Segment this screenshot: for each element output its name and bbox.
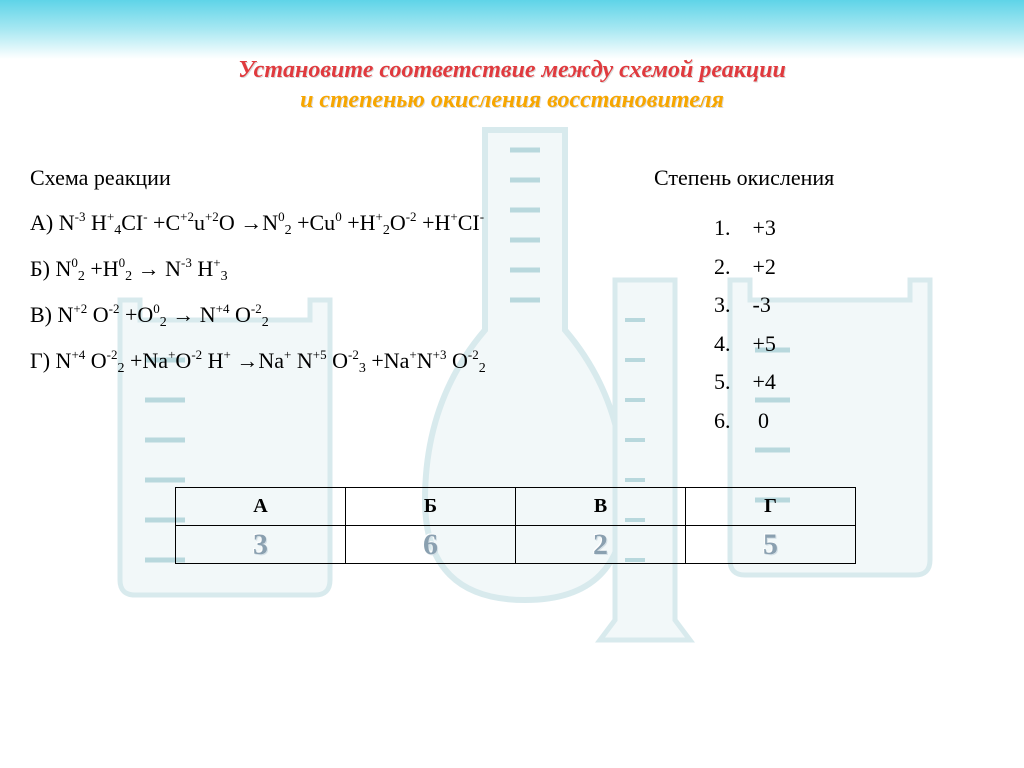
- reactions-column: Схема реакции А) N-3 H+4CI- +C+2u+2O →N0…: [30, 165, 590, 391]
- oxidation-column: Степень окисления 1. +3 2. +2 3. -3 4. +…: [654, 165, 934, 440]
- hdr-a: А: [176, 488, 346, 526]
- ox-option-1: 1. +3: [714, 209, 934, 248]
- ans-d: 5: [686, 526, 856, 564]
- reaction-d: Г) N+4 O-22 +Na+O-2 H+ →Na+ N+5 O-23 +Na…: [30, 347, 590, 377]
- oxidation-list: 1. +3 2. +2 3. -3 4. +5 5. +4 6. 0: [654, 209, 934, 440]
- left-heading: Схема реакции: [30, 165, 590, 191]
- title-line2: и степенью окисления восстановителя: [0, 85, 1024, 115]
- ox-option-2: 2. +2: [714, 248, 934, 287]
- hdr-c: В: [516, 488, 686, 526]
- hdr-d: Г: [686, 488, 856, 526]
- ox-option-4: 4. +5: [714, 325, 934, 364]
- reaction-a: А) N-3 H+4CI- +C+2u+2O →N02 +Cu0 +H+2O-2…: [30, 209, 590, 239]
- ox-option-6: 6. 0: [714, 402, 934, 441]
- ans-a: 3: [176, 526, 346, 564]
- reaction-c: В) N+2 O-2 +O02 → N+4 O-22: [30, 301, 590, 331]
- answer-value-row: 3 6 2 5: [176, 526, 856, 564]
- ox-option-3: 3. -3: [714, 286, 934, 325]
- ans-b: 6: [346, 526, 516, 564]
- content-area: Схема реакции А) N-3 H+4CI- +C+2u+2O →N0…: [30, 140, 994, 748]
- ans-c: 2: [516, 526, 686, 564]
- ox-option-5: 5. +4: [714, 363, 934, 402]
- reaction-b: Б) N02 +H02 → N-3 H+3: [30, 255, 590, 285]
- page-title: Установите соответствие между схемой реа…: [0, 55, 1024, 115]
- hdr-b: Б: [346, 488, 516, 526]
- top-gradient-band: [0, 0, 1024, 60]
- right-heading: Степень окисления: [654, 165, 934, 191]
- answer-header-row: А Б В Г: [176, 488, 856, 526]
- title-line1: Установите соответствие между схемой реа…: [0, 55, 1024, 85]
- answer-table: А Б В Г 3 6 2 5: [175, 487, 856, 564]
